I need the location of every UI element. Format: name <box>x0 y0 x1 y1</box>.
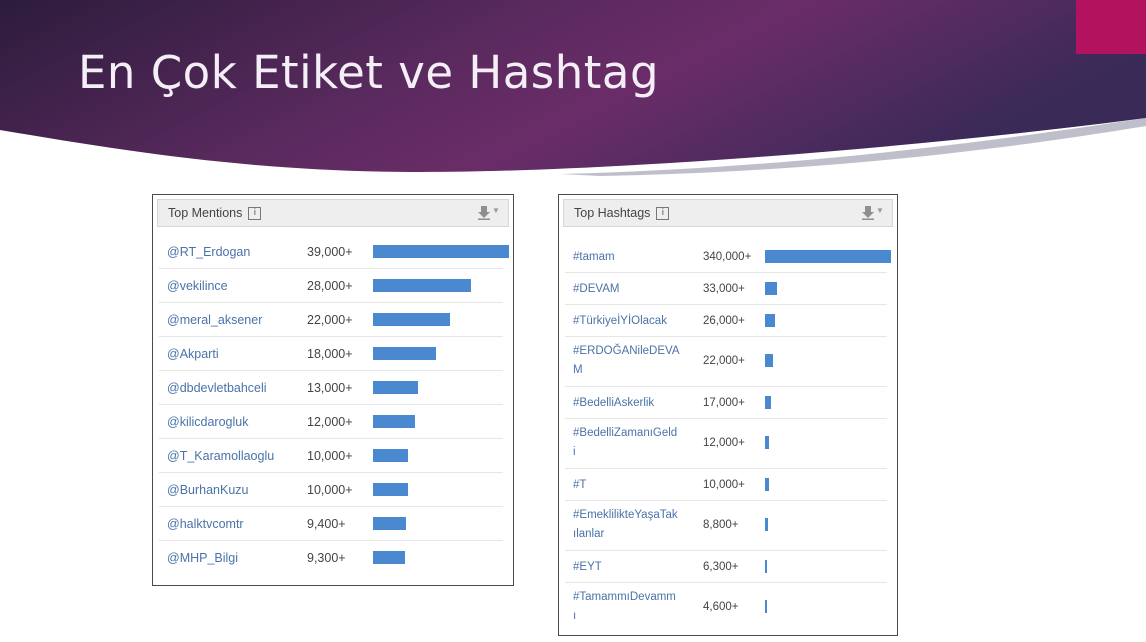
mention-bar <box>373 245 509 258</box>
top-hashtags-panel: Top Hashtags i ▼ #tamam 340,000+ #DEVAM 33,… <box>558 194 898 636</box>
hashtag-row: #TürkiyeİYİOlacak 26,000+ <box>565 305 887 337</box>
hashtag-bar <box>765 478 769 491</box>
mention-count: 10,000+ <box>307 449 353 463</box>
hashtag-bar <box>765 250 891 263</box>
mention-name[interactable]: @BurhanKuzu <box>167 483 249 497</box>
hashtag-row: #T 10,000+ <box>565 469 887 501</box>
mention-name[interactable]: @MHP_Bilgi <box>167 551 239 565</box>
mention-row: @kilicdarogluk 12,000+ <box>159 405 503 439</box>
mention-bar <box>373 279 471 292</box>
hashtag-name[interactable]: #BedelliAskerlik <box>573 397 655 409</box>
hashtag-count: 6,300+ <box>703 561 739 573</box>
hashtag-count: 33,000+ <box>703 283 745 295</box>
mention-bar <box>373 517 406 530</box>
hashtag-row: #EYT 6,300+ <box>565 551 887 583</box>
hashtag-bar <box>765 354 773 367</box>
hashtag-row: #TamammıDevamm ı 4,600+ <box>565 583 887 633</box>
hashtag-name-continued[interactable]: i <box>573 446 576 458</box>
hashtag-bar <box>765 560 767 573</box>
hashtag-row: #tamam 340,000+ <box>565 241 891 273</box>
hashtag-name[interactable]: #EYT <box>573 561 602 573</box>
top-mentions-header: Top Mentions i ▼ <box>157 199 509 227</box>
top-mentions-panel: Top Mentions i ▼ @RT_Erdogan 39,000+ @veki… <box>152 194 514 586</box>
hashtag-count: 8,800+ <box>703 519 739 531</box>
hashtag-name[interactable]: #BedelliZamanıGeld <box>573 427 678 439</box>
mention-row: @dbdevletbahceli 13,000+ <box>159 371 503 405</box>
hashtag-bar <box>765 282 777 295</box>
mention-name[interactable]: @T_Karamollaoglu <box>167 449 275 463</box>
hashtag-name[interactable]: #tamam <box>573 251 615 263</box>
top-hashtags-title: Top Hashtags <box>574 206 651 220</box>
top-hashtags-header: Top Hashtags i ▼ <box>563 199 893 227</box>
mention-row: @RT_Erdogan 39,000+ <box>159 235 509 269</box>
hashtag-bar <box>765 436 769 449</box>
title-banner <box>0 0 1146 176</box>
hashtag-name-continued[interactable]: M <box>573 364 583 376</box>
mention-name[interactable]: @RT_Erdogan <box>167 245 251 259</box>
info-icon[interactable]: i <box>248 206 262 220</box>
mention-row: @meral_aksener 22,000+ <box>159 303 503 337</box>
mention-bar <box>373 483 408 496</box>
hashtag-row: #ERDOĞANileDEVA M 22,000+ <box>565 337 887 387</box>
mention-count: 9,400+ <box>307 517 346 531</box>
mention-bar <box>373 415 415 428</box>
hashtag-name-continued[interactable]: ı <box>573 610 577 622</box>
slide-title: En Çok Etiket ve Hashtag <box>78 46 660 99</box>
corner-accent <box>1076 0 1146 54</box>
hashtag-bar <box>765 396 771 409</box>
mention-count: 22,000+ <box>307 313 353 327</box>
mention-name[interactable]: @halktvcomtr <box>167 517 244 531</box>
mention-name[interactable]: @kilicdarogluk <box>167 415 249 429</box>
mention-name[interactable]: @vekilince <box>167 279 228 293</box>
hashtag-row: #EmeklilikteYaşaTak ılanlar 8,800+ <box>565 501 887 551</box>
hashtag-count: 10,000+ <box>703 479 745 491</box>
hashtag-row: #BedelliZamanıGeld i 12,000+ <box>565 419 887 469</box>
mention-row: @T_Karamollaoglu 10,000+ <box>159 439 503 473</box>
hashtag-count: 26,000+ <box>703 315 745 327</box>
mention-bar <box>373 449 408 462</box>
mention-count: 10,000+ <box>307 483 353 497</box>
hashtag-name[interactable]: #DEVAM <box>573 283 620 295</box>
mention-count: 28,000+ <box>307 279 353 293</box>
mention-bar <box>373 551 405 564</box>
mention-row: @BurhanKuzu 10,000+ <box>159 473 503 507</box>
hashtag-row: #DEVAM 33,000+ <box>565 273 887 305</box>
mention-count: 18,000+ <box>307 347 353 361</box>
info-icon[interactable]: i <box>656 206 670 220</box>
hashtag-count: 12,000+ <box>703 437 745 449</box>
download-icon[interactable]: ▼ <box>860 206 884 220</box>
hashtag-bar <box>765 600 767 613</box>
hashtag-name[interactable]: #TürkiyeİYİOlacak <box>573 315 667 327</box>
mention-bar <box>373 313 450 326</box>
mention-name[interactable]: @meral_aksener <box>167 313 263 327</box>
hashtag-name-continued[interactable]: ılanlar <box>573 528 605 540</box>
hashtag-name[interactable]: #T <box>573 479 587 491</box>
hashtag-name[interactable]: #ERDOĞANileDEVA <box>573 345 680 357</box>
mention-count: 12,000+ <box>307 415 353 429</box>
mention-name[interactable]: @dbdevletbahceli <box>167 381 267 395</box>
hashtag-count: 340,000+ <box>703 251 752 263</box>
download-icon[interactable]: ▼ <box>476 206 500 220</box>
mention-row: @Akparti 18,000+ <box>159 337 503 371</box>
hashtag-count: 22,000+ <box>703 355 745 367</box>
hashtag-name[interactable]: #EmeklilikteYaşaTak <box>573 509 678 521</box>
hashtag-name[interactable]: #TamammıDevamm <box>573 591 676 603</box>
mention-row: @vekilince 28,000+ <box>159 269 503 303</box>
hashtag-bar <box>765 314 775 327</box>
hashtag-row: #BedelliAskerlik 17,000+ <box>565 387 887 419</box>
mention-row: @halktvcomtr 9,400+ <box>159 507 503 541</box>
hashtag-count: 4,600+ <box>703 601 739 613</box>
mention-count: 9,300+ <box>307 551 346 565</box>
mention-count: 13,000+ <box>307 381 353 395</box>
mention-count: 39,000+ <box>307 245 353 259</box>
mention-row: @MHP_Bilgi 9,300+ <box>159 541 503 575</box>
hashtag-count: 17,000+ <box>703 397 745 409</box>
hashtag-bar <box>765 518 768 531</box>
mention-bar <box>373 381 418 394</box>
mention-name[interactable]: @Akparti <box>167 347 219 361</box>
top-mentions-title: Top Mentions <box>168 206 243 220</box>
mention-bar <box>373 347 436 360</box>
